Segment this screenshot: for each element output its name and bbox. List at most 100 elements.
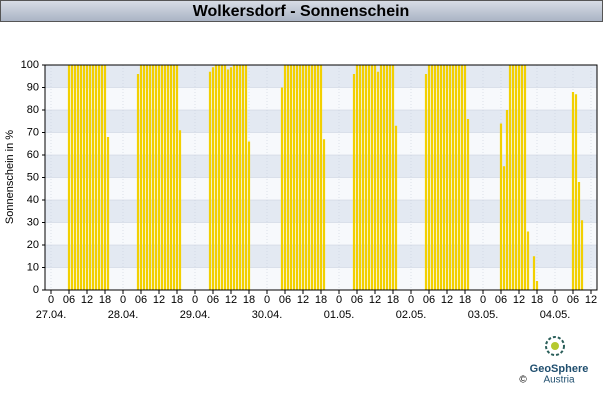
bar xyxy=(235,65,239,290)
bar xyxy=(238,65,242,290)
bar xyxy=(505,110,509,290)
bar xyxy=(136,74,140,290)
x-tick-label: 06 xyxy=(135,294,147,306)
bar xyxy=(70,65,74,290)
bar xyxy=(361,65,365,290)
logo-text: GeoSphere xyxy=(530,363,589,375)
bar xyxy=(370,65,374,290)
y-tick-label: 40 xyxy=(27,194,39,206)
bar xyxy=(94,65,98,290)
bar xyxy=(154,65,158,290)
x-tick-label: 18 xyxy=(459,294,471,306)
bar xyxy=(502,166,506,290)
y-tick-label: 0 xyxy=(33,284,39,296)
bar xyxy=(88,65,92,290)
x-tick-label: 06 xyxy=(495,294,507,306)
bar xyxy=(352,74,356,290)
bar xyxy=(379,65,383,290)
y-tick-label: 60 xyxy=(27,149,39,161)
bar xyxy=(175,65,179,290)
bar xyxy=(241,65,245,290)
x-tick-label: 12 xyxy=(513,294,525,306)
y-tick-label: 80 xyxy=(27,104,39,116)
bar xyxy=(463,65,467,290)
date-label: 04.05. xyxy=(540,309,571,321)
bar xyxy=(577,182,581,290)
bar xyxy=(151,65,155,290)
chart-title: Wolkersdorf - Sonnenschein xyxy=(193,3,410,20)
date-label: 29.04. xyxy=(180,309,211,321)
x-tick-label: 0 xyxy=(48,294,54,306)
x-tick-label: 18 xyxy=(531,294,543,306)
bar xyxy=(142,65,146,290)
x-tick-label: 0 xyxy=(192,294,198,306)
logo-mark xyxy=(551,342,559,350)
date-label: 28.04. xyxy=(108,309,139,321)
bar xyxy=(316,65,320,290)
x-tick-label: 12 xyxy=(585,294,597,306)
bar xyxy=(163,65,167,290)
copyright: © xyxy=(519,375,527,386)
logo-text: Austria xyxy=(543,375,575,386)
bar xyxy=(424,74,428,290)
bar xyxy=(73,65,77,290)
bar xyxy=(148,65,152,290)
bar xyxy=(217,65,221,290)
bar xyxy=(286,65,290,290)
bar xyxy=(376,71,380,290)
bar xyxy=(91,65,95,290)
bar xyxy=(211,67,215,290)
bar xyxy=(247,141,251,290)
bar xyxy=(466,119,470,290)
bar xyxy=(367,65,371,290)
bar xyxy=(442,65,446,290)
bar xyxy=(499,123,503,290)
bar xyxy=(85,65,89,290)
bar xyxy=(313,65,317,290)
bar xyxy=(382,65,386,290)
x-tick-label: 06 xyxy=(207,294,219,306)
bar xyxy=(229,67,233,290)
bar xyxy=(301,65,305,290)
bar xyxy=(355,65,359,290)
bar xyxy=(97,65,101,290)
bar xyxy=(67,65,71,290)
bar xyxy=(358,65,362,290)
bar xyxy=(439,65,443,290)
bar xyxy=(139,65,143,290)
bar xyxy=(232,65,236,290)
bar xyxy=(574,94,578,290)
x-tick-label: 12 xyxy=(225,294,237,306)
logo: GeoSphere Austria © xyxy=(519,336,589,386)
date-label: 01.05. xyxy=(324,309,355,321)
bar xyxy=(535,281,539,290)
bar xyxy=(520,65,524,290)
plot: 0 10 20 30 40 50 60 70 80 90 100 0 06 12 18 0 06 12 18 0 06 1… xyxy=(21,59,598,321)
x-tick-label: 0 xyxy=(480,294,486,306)
x-tick-label: 12 xyxy=(369,294,381,306)
x-tick-label: 18 xyxy=(387,294,399,306)
bar xyxy=(214,65,218,290)
x-tick-label: 0 xyxy=(264,294,270,306)
bar xyxy=(244,65,248,290)
y-tick-label: 90 xyxy=(27,81,39,93)
y-tick-label: 10 xyxy=(27,261,39,273)
bar xyxy=(451,65,455,290)
bar xyxy=(319,65,323,290)
bar xyxy=(373,65,377,290)
bar xyxy=(82,65,86,290)
x-tick-label: 0 xyxy=(120,294,126,306)
x-tick-label: 12 xyxy=(441,294,453,306)
bar xyxy=(388,65,392,290)
date-label: 30.04. xyxy=(252,309,283,321)
date-label: 03.05. xyxy=(468,309,499,321)
y-tick-label: 70 xyxy=(27,126,39,138)
x-tick-label: 18 xyxy=(171,294,183,306)
bar xyxy=(304,65,308,290)
x-tick-label: 12 xyxy=(81,294,93,306)
bar xyxy=(157,65,161,290)
bar xyxy=(445,65,449,290)
bar xyxy=(394,125,398,290)
x-tick-label: 06 xyxy=(279,294,291,306)
